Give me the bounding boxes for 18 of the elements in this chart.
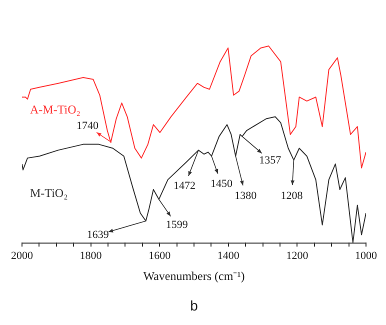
annotation: 1380 <box>234 190 258 202</box>
x-tick-label: 1000 <box>355 250 378 262</box>
x-tick-label: 1200 <box>286 250 309 262</box>
x-axis-title: Wavenumbers (cm⁻¹) <box>143 269 245 284</box>
annotation: 1599 <box>166 219 188 232</box>
annotation: 1472 <box>173 180 196 192</box>
annotation: 1450 <box>210 178 234 190</box>
x-tick-label: 1600 <box>148 250 172 262</box>
annotation: 1740 <box>76 120 99 132</box>
x-tick-label: 1800 <box>80 250 102 262</box>
series-label: M-TiO₂ <box>30 186 68 200</box>
text: b <box>190 297 198 314</box>
x-tick-label: 1400 <box>217 250 240 262</box>
series-label: A-M-TiO₂ <box>30 102 80 116</box>
annotation: 1639 <box>86 228 110 241</box>
annotation: 1357 <box>259 154 282 166</box>
annotation: 1208 <box>280 190 304 202</box>
x-tick-label: 2000 <box>11 250 34 262</box>
